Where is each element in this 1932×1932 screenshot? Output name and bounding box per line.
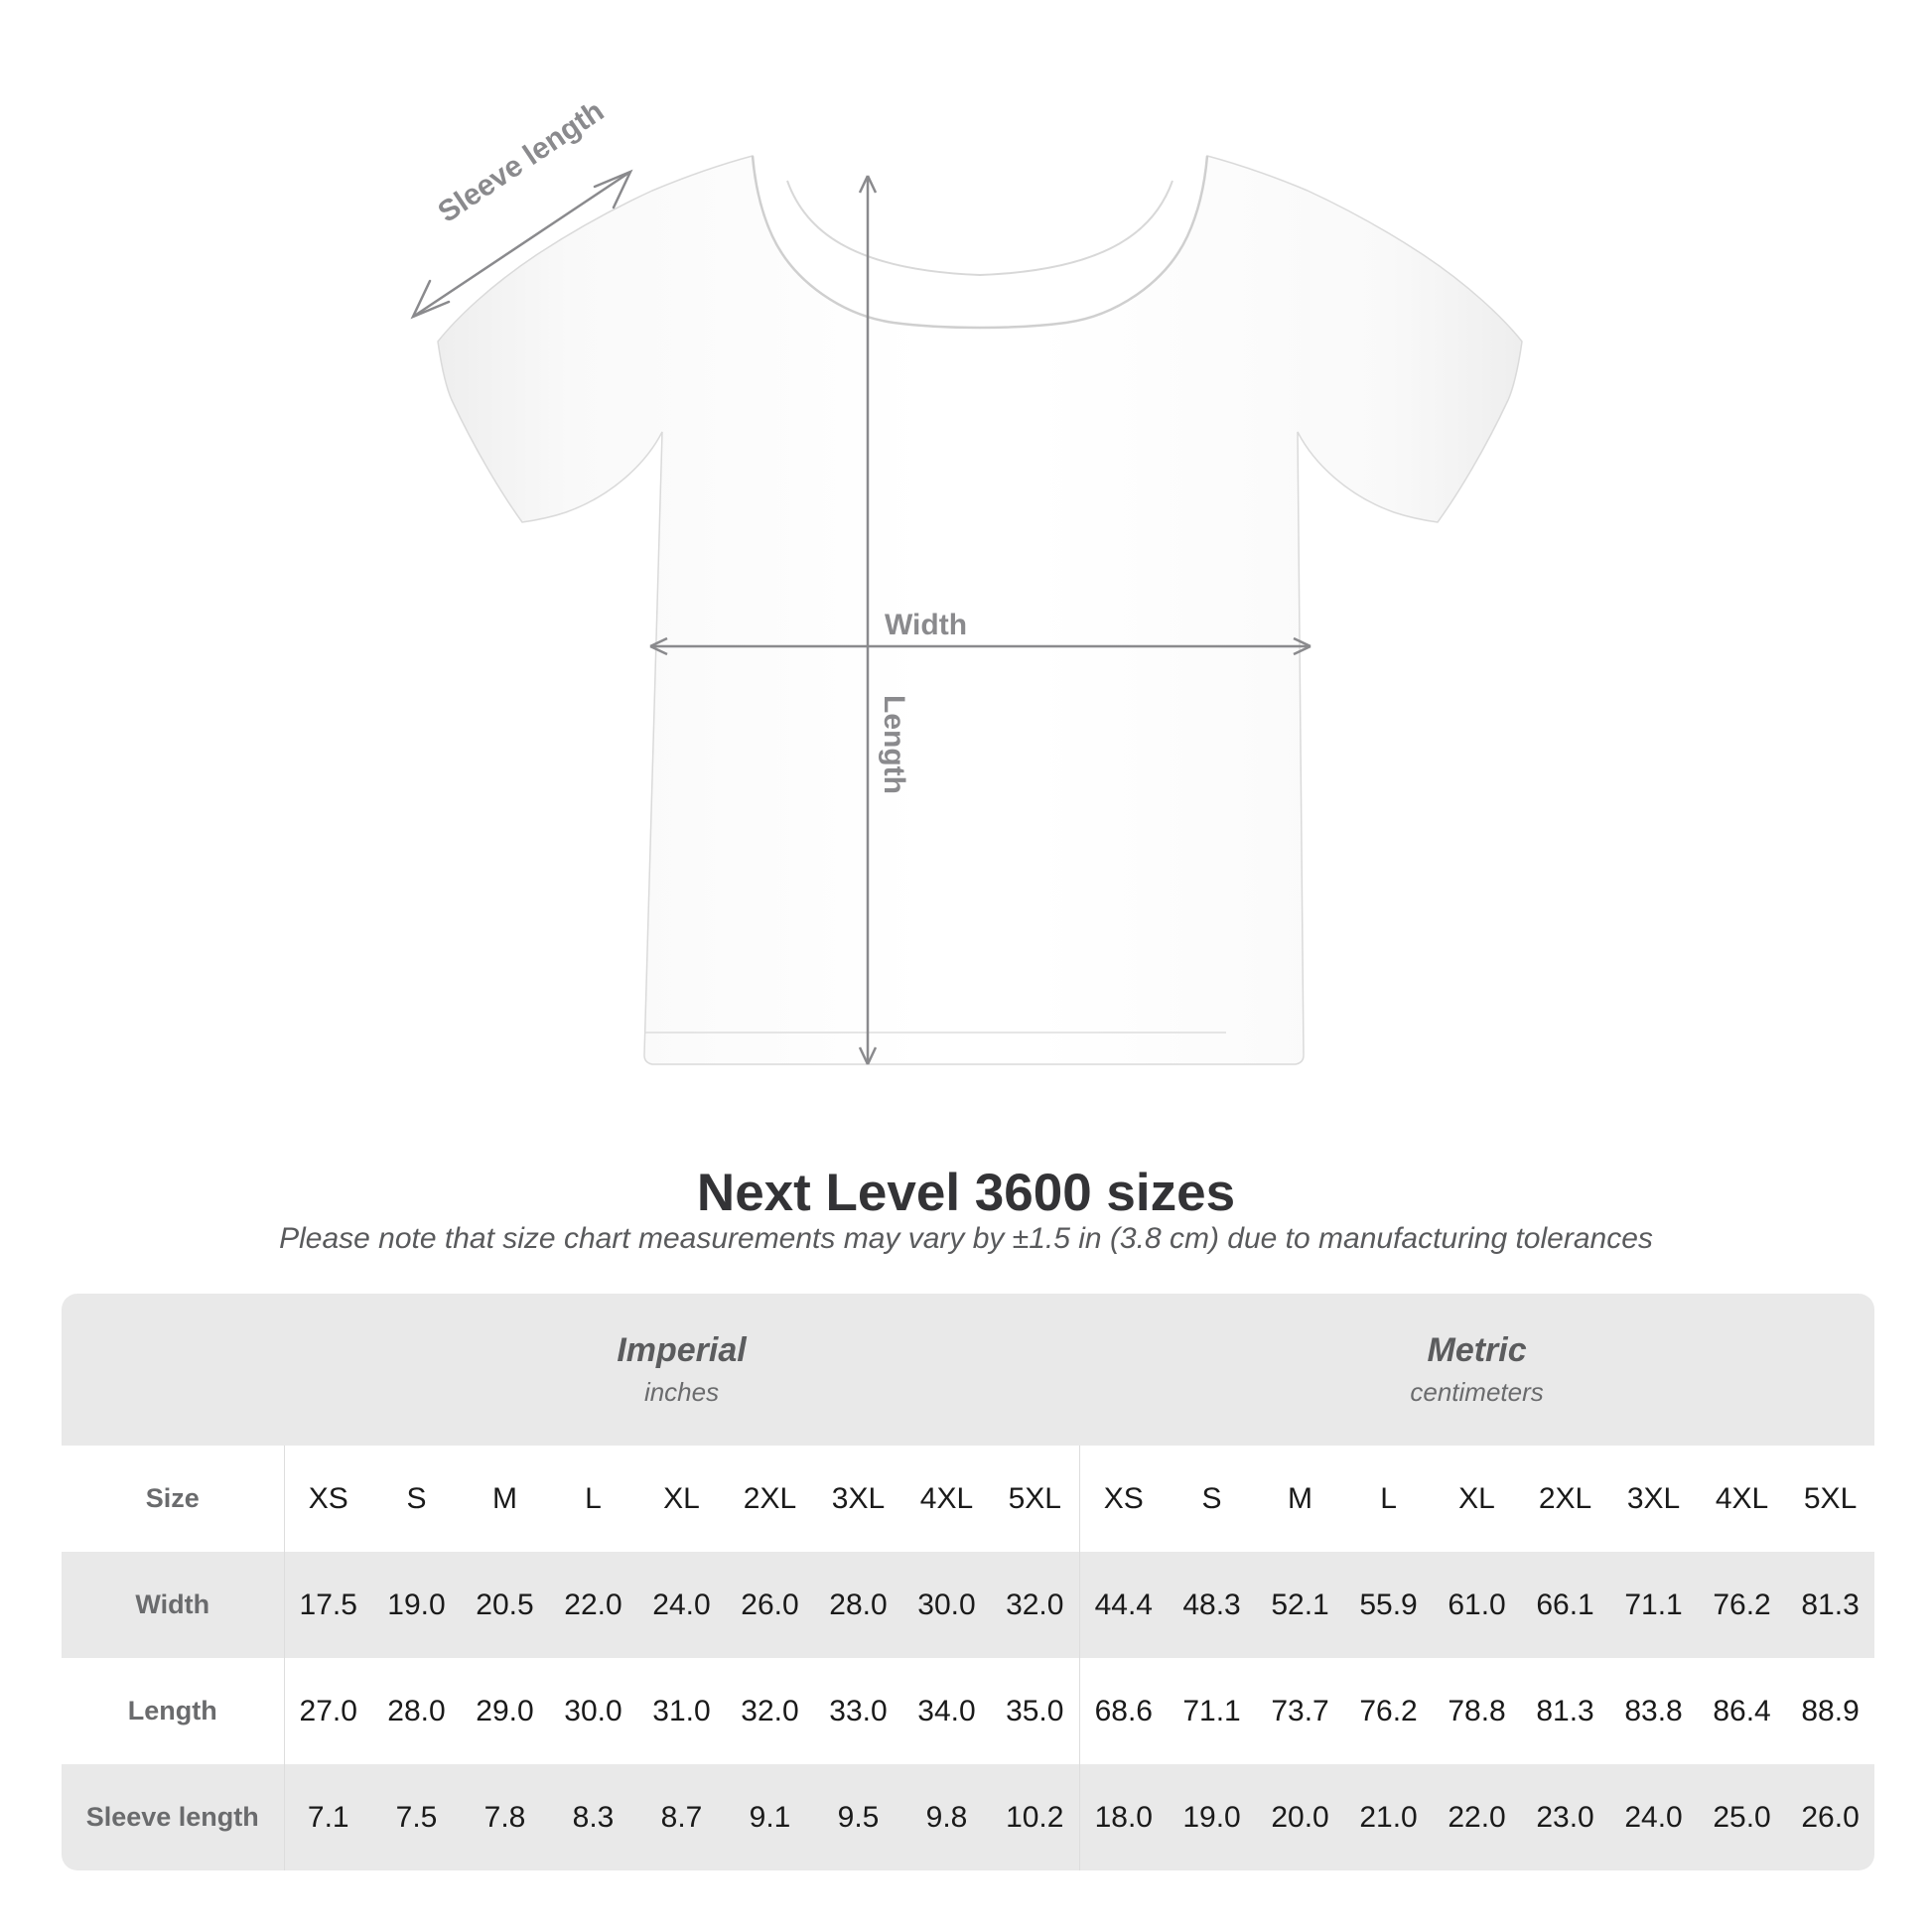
- svg-text:Width: Width: [885, 609, 967, 641]
- svg-text:Sleeve length: Sleeve length: [432, 94, 610, 229]
- svg-text:Length: Length: [878, 695, 910, 794]
